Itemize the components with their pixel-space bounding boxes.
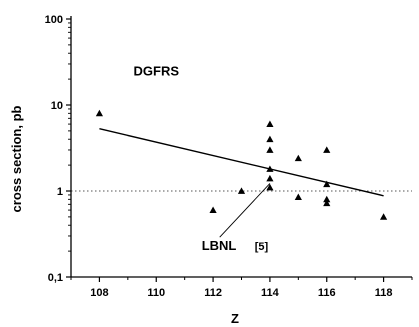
data-point-8: [266, 183, 274, 191]
y-tick-label-1: 1: [57, 186, 63, 198]
axes: [70, 16, 412, 278]
data-points: [95, 109, 388, 220]
x-tick-label-116: 116: [318, 287, 336, 299]
x-tick-label-114: 114: [261, 287, 280, 299]
x-tick-label-110: 110: [147, 287, 165, 299]
data-point-7: [266, 174, 274, 182]
annotation-lbnl: LBNL: [202, 238, 237, 253]
x-tick-label-108: 108: [90, 287, 108, 299]
data-point-15: [379, 213, 388, 220]
annotations: DGFRS LBNL [5]: [134, 64, 271, 253]
y-tick-label-10: 10: [51, 100, 63, 112]
data-point-6: [266, 165, 274, 172]
data-point-14: [323, 199, 331, 207]
data-point-12: [323, 180, 331, 188]
annotation-dgfrs: DGFRS: [134, 64, 180, 79]
y-tick-label-100: 100: [45, 14, 63, 26]
x-tick-label-118: 118: [375, 287, 393, 299]
data-point-11: [323, 146, 331, 153]
y-axis-label: cross section, pb: [9, 105, 24, 212]
annotation-arrow: [219, 183, 271, 238]
data-point-2: [237, 187, 246, 194]
data-point-4: [266, 135, 274, 143]
data-point-1: [209, 206, 217, 213]
x-tick-label-112: 112: [204, 287, 222, 299]
x-axis-label: Z: [231, 311, 239, 326]
data-point-9: [294, 154, 302, 162]
data-point-10: [294, 193, 302, 200]
trend-line-group: [99, 128, 384, 197]
data-point-3: [266, 120, 274, 127]
annotation-ref: [5]: [255, 241, 269, 253]
trend-line: [99, 128, 384, 197]
data-point-5: [266, 146, 274, 153]
data-point-0: [95, 109, 104, 117]
data-point-13: [323, 195, 331, 203]
y-tick-label-0,1: 0,1: [48, 272, 63, 284]
